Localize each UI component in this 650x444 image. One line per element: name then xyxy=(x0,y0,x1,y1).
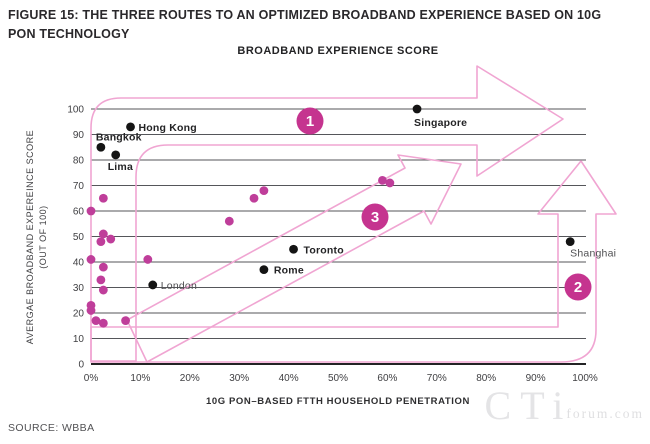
y-tick-0: 0 xyxy=(78,360,84,371)
data-point-4 xyxy=(106,234,116,244)
data-point-12 xyxy=(98,318,108,328)
city-label-lima: Lima xyxy=(108,161,133,173)
data-point-singapore xyxy=(412,104,422,114)
x-tick-0%: 0% xyxy=(84,373,99,384)
y-tick-50: 50 xyxy=(73,232,85,243)
watermark-domain-text: forum.com xyxy=(566,406,644,421)
data-point-19 xyxy=(385,178,395,188)
x-tick-60%: 60% xyxy=(377,373,397,384)
city-label-rome: Rome xyxy=(274,265,304,277)
route-badge-2 xyxy=(564,273,592,301)
data-point-14 xyxy=(143,255,153,264)
data-point-bangkok xyxy=(96,142,106,152)
data-point-17 xyxy=(259,186,269,196)
x-tick-100%: 100% xyxy=(572,373,598,384)
city-label-shanghai: Shanghai xyxy=(570,248,616,260)
x-tick-40%: 40% xyxy=(279,373,299,384)
x-tick-90%: 90% xyxy=(526,373,546,384)
x-axis-title: 10G PON–BASED FTTH HOUSEHOLD PENETRATION xyxy=(206,396,470,407)
y-tick-10: 10 xyxy=(73,334,85,345)
y-axis-title-line2: (OUT OF 100) xyxy=(38,205,48,269)
data-point-16 xyxy=(249,193,259,203)
figure-title: FIGURE 15: THE THREE ROUTES TO AN OPTIMI… xyxy=(8,8,602,41)
route-badge-number-2: 2 xyxy=(574,279,582,296)
y-tick-70: 70 xyxy=(73,181,85,192)
y-tick-60: 60 xyxy=(73,207,85,218)
city-label-singapore: Singapore xyxy=(414,117,467,129)
source-note: SOURCE: WBBA xyxy=(8,422,95,434)
route-1-arrow xyxy=(90,65,564,362)
chart-title: BROADBAND EXPERIENCE SCORE xyxy=(237,45,439,57)
y-tick-80: 80 xyxy=(73,156,85,167)
y-tick-90: 90 xyxy=(73,130,85,141)
data-point-hong-kong xyxy=(126,122,135,132)
city-label-hong-kong: Hong Kong xyxy=(139,122,197,134)
data-point-toronto xyxy=(289,244,298,254)
city-label-london: London xyxy=(161,280,197,292)
data-point-13 xyxy=(121,316,130,326)
data-point-3 xyxy=(96,237,106,247)
city-label-toronto: Toronto xyxy=(304,244,344,256)
data-point-lima xyxy=(111,150,121,160)
x-tick-20%: 20% xyxy=(180,373,200,384)
route-badge-3 xyxy=(361,203,389,231)
route-badge-1 xyxy=(296,107,324,135)
data-point-15 xyxy=(224,216,234,226)
data-point-0 xyxy=(98,193,108,203)
x-tick-10%: 10% xyxy=(130,373,150,384)
x-tick-50%: 50% xyxy=(328,373,348,384)
data-point-8 xyxy=(98,285,108,295)
y-tick-40: 40 xyxy=(73,258,85,269)
y-tick-20: 20 xyxy=(73,309,85,320)
watermark: CTi forum.com xyxy=(485,386,644,426)
data-point-18 xyxy=(378,176,387,185)
badges-layer: 1 2 3 xyxy=(296,107,592,301)
watermark-logo-text: CTi xyxy=(484,383,573,428)
data-point-10 xyxy=(86,306,96,315)
data-point-11 xyxy=(91,316,101,326)
route-3-arrow xyxy=(126,154,462,363)
city-label-bangkok: Bangkok xyxy=(96,131,142,143)
data-point-london xyxy=(148,280,158,290)
route-badge-number-1: 1 xyxy=(306,113,314,130)
data-point-1 xyxy=(86,206,96,216)
y-tick-30: 30 xyxy=(73,283,85,294)
route-2-arrow xyxy=(90,160,617,363)
x-tick-70%: 70% xyxy=(427,373,447,384)
data-point-6 xyxy=(98,262,108,272)
data-point-2 xyxy=(98,229,108,239)
y-axis-title: AVERGAE BROADBAND EXPEREINCE SCORE (OUT … xyxy=(24,87,52,387)
data-point-shanghai xyxy=(565,237,575,247)
route-badge-number-3: 3 xyxy=(371,209,379,226)
data-point-rome xyxy=(259,265,269,275)
x-tick-80%: 80% xyxy=(476,373,496,384)
data-point-5 xyxy=(86,255,96,264)
data-point-7 xyxy=(96,275,106,285)
routes-layer xyxy=(90,65,617,363)
y-axis-title-line1: AVERGAE BROADBAND EXPEREINCE SCORE xyxy=(25,129,35,345)
y-tick-100: 100 xyxy=(67,105,84,116)
x-tick-30%: 30% xyxy=(229,373,249,384)
grid-layer: 0 10 20 30 40 50 60 70 80 90 100 0% 10% 20% 30% 40% 50% 6… xyxy=(67,105,598,385)
